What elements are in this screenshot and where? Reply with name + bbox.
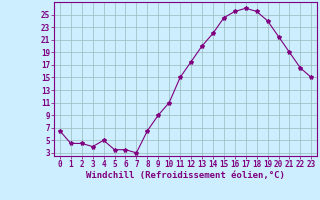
X-axis label: Windchill (Refroidissement éolien,°C): Windchill (Refroidissement éolien,°C) [86,171,285,180]
